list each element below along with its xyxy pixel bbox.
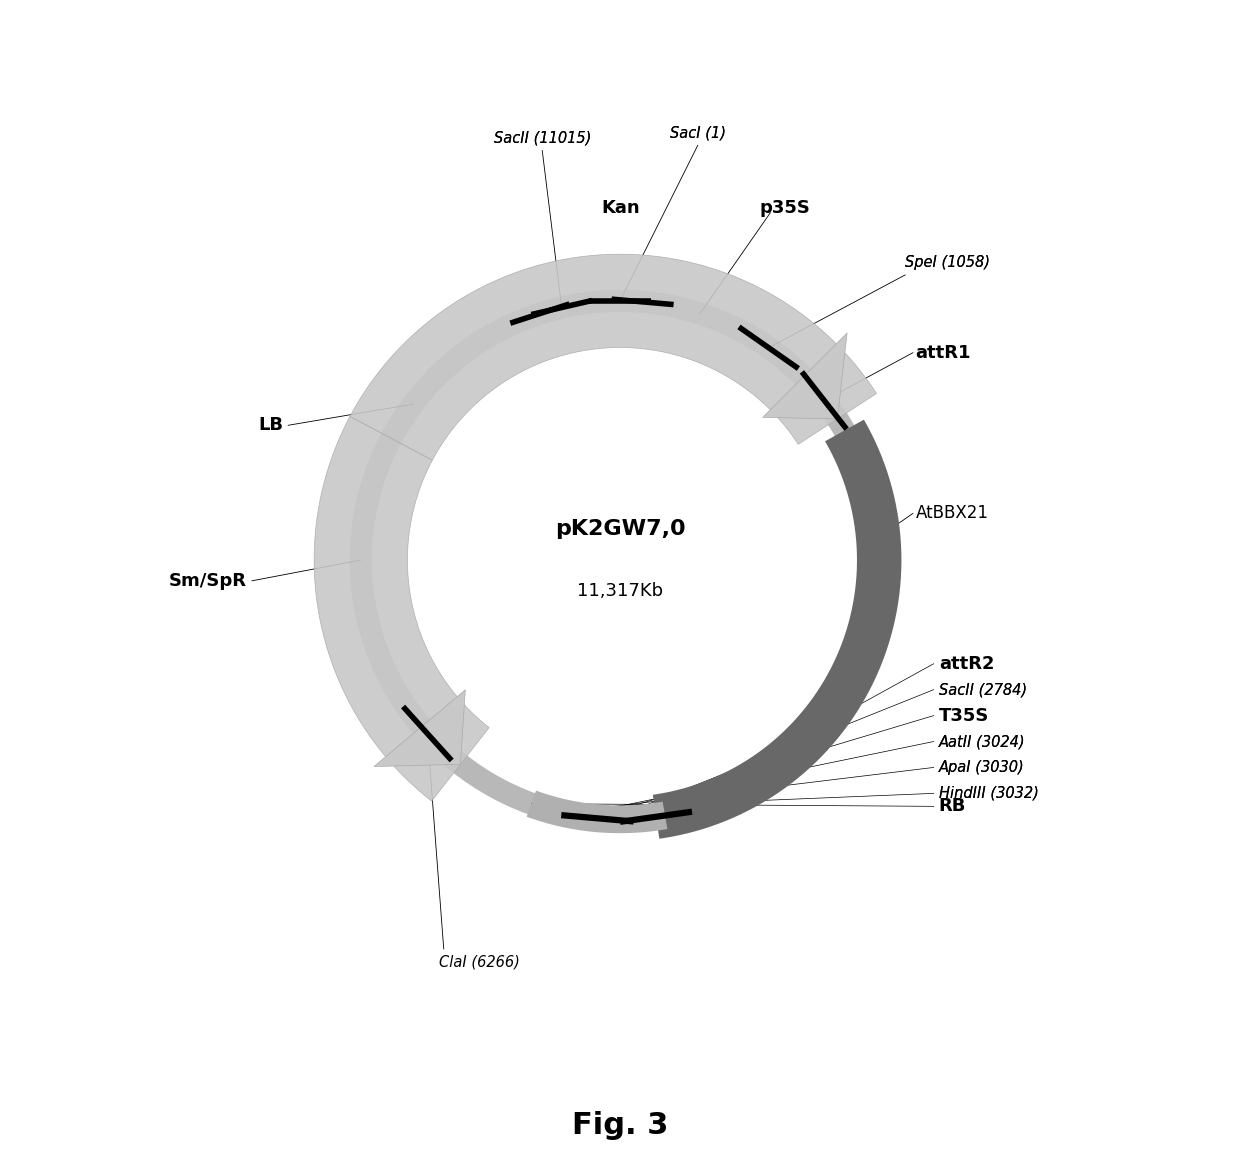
Text: LB: LB	[258, 416, 283, 435]
Text: SacI (1): SacI (1)	[670, 125, 725, 141]
Text: SpeI (1058): SpeI (1058)	[905, 254, 990, 270]
Text: AtBBX21: AtBBX21	[915, 504, 988, 523]
Text: HindIII (3032): HindIII (3032)	[939, 786, 1039, 800]
Text: AatII (3024): AatII (3024)	[939, 734, 1025, 749]
Text: SacI (1): SacI (1)	[670, 125, 725, 141]
Polygon shape	[763, 333, 847, 418]
Text: Fig. 3: Fig. 3	[572, 1111, 668, 1139]
Text: T35S: T35S	[939, 707, 990, 724]
Text: RB: RB	[939, 797, 966, 816]
Text: HindIII (3032): HindIII (3032)	[939, 786, 1039, 800]
Text: SacII (11015): SacII (11015)	[494, 130, 591, 145]
Text: ApaI (3030): ApaI (3030)	[939, 759, 1024, 775]
Text: Kan: Kan	[601, 198, 641, 217]
Text: SacII (2784): SacII (2784)	[939, 682, 1027, 697]
Polygon shape	[374, 690, 465, 766]
Text: p35S: p35S	[760, 198, 811, 217]
Polygon shape	[314, 416, 489, 802]
Polygon shape	[350, 254, 877, 461]
Text: Sm/SpR: Sm/SpR	[169, 572, 247, 590]
Text: attR2: attR2	[939, 655, 994, 673]
Text: ClaI (6266): ClaI (6266)	[439, 954, 520, 969]
Text: SacII (11015): SacII (11015)	[494, 130, 591, 145]
Text: pK2GW7,0: pK2GW7,0	[554, 519, 686, 539]
Text: ApaI (3030): ApaI (3030)	[939, 759, 1024, 775]
Text: SacII (2784): SacII (2784)	[939, 682, 1027, 697]
Text: attR1: attR1	[915, 343, 971, 362]
Text: AatII (3024): AatII (3024)	[939, 734, 1025, 749]
Text: 11,317Kb: 11,317Kb	[577, 582, 663, 600]
Text: SpeI (1058): SpeI (1058)	[905, 254, 990, 270]
